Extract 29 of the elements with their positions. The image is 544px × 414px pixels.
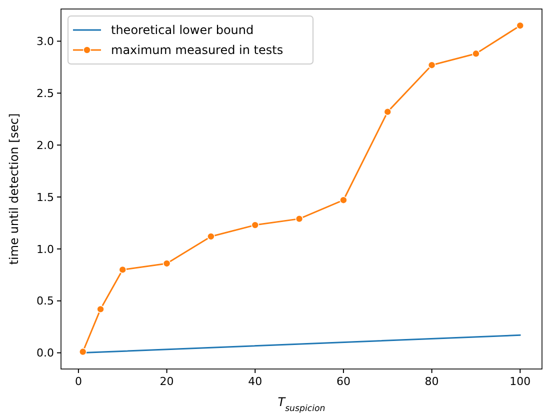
x-axis-title: T$_{suspicion}$ <box>278 395 326 414</box>
x-tick-label: 20 <box>160 375 174 388</box>
x-tick-label: 0 <box>74 375 82 388</box>
point <box>96 305 104 314</box>
point <box>118 266 127 274</box>
legend-label: theoretical lower bound <box>111 23 254 38</box>
y-tick-label: 2.0 <box>36 138 54 152</box>
point <box>516 22 524 30</box>
point <box>162 260 171 268</box>
point <box>428 61 436 69</box>
legend-label: maximum measured in tests <box>111 43 284 58</box>
y-tick-label: 1.0 <box>36 242 54 256</box>
x-tick-label: 40 <box>248 375 262 388</box>
y-axis-title: time until detection [sec] <box>7 113 21 265</box>
point <box>472 50 480 58</box>
y-tick-label: 2.5 <box>36 86 54 100</box>
y-tick-label: 3.0 <box>36 35 54 48</box>
x-tick-label: 100 <box>510 375 531 388</box>
x-tick-label: 60 <box>336 375 350 388</box>
y-tick-label: 0.5 <box>36 294 54 308</box>
y-tick-label: 0.0 <box>36 346 54 360</box>
point <box>384 108 392 116</box>
point <box>340 196 348 204</box>
y-tick-label: 1.5 <box>36 190 54 204</box>
x-tick-label: 80 <box>424 375 439 388</box>
point <box>295 214 304 223</box>
point <box>251 221 260 229</box>
point <box>78 348 87 356</box>
point <box>207 232 215 240</box>
